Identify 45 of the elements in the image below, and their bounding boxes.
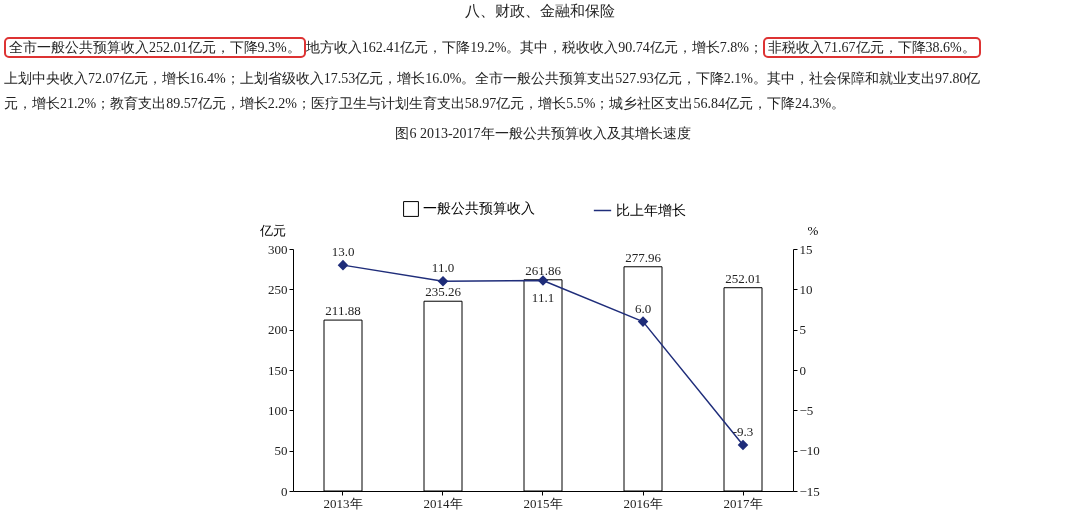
point	[538, 275, 548, 286]
y2-axis-title: %	[807, 223, 819, 238]
y-tick-label: 100	[268, 402, 288, 418]
y2-tick-label: −5	[799, 402, 814, 418]
data-label: 211.88	[325, 303, 361, 319]
point	[638, 316, 648, 327]
data-label: 261.86	[525, 262, 562, 278]
y2-tick-label: 5	[799, 322, 806, 338]
y2-tick-label: 10	[799, 281, 813, 297]
y-tick-label: 300	[268, 241, 288, 257]
data-label: 13.0	[331, 244, 355, 260]
point	[338, 260, 348, 271]
y-tick-label: 200	[268, 322, 288, 338]
x-tick-label: 2016年	[623, 495, 663, 511]
text: 八、财政、金融和保险	[464, 2, 616, 21]
x-tick-label: 2013年	[323, 495, 363, 511]
legend-label: 一般公共预算收入	[423, 201, 535, 216]
x-tick-label: 2014年	[423, 495, 463, 511]
rounded-frame: 全市一般公共预算收入252.01亿元，下降9.3%。	[4, 37, 306, 58]
data-label: 6.0	[634, 300, 652, 316]
y2-tick-label: 0	[799, 362, 806, 378]
x-tick-label: 2015年	[523, 495, 563, 511]
data-label: 11.1	[531, 290, 555, 306]
data-label: -9.3	[732, 424, 754, 440]
chart-title: 图6 2013-2017年一般公共预算收入及其增长速度	[395, 126, 691, 141]
x-tick-label: 2017年	[723, 495, 763, 511]
y-axis-title: 亿元	[259, 223, 286, 238]
text: 上划中央收入72.07亿元，增长16.4%；上划省级收入17.53亿元，增长16.0%。全市一般公共预算支出527.93亿元，下降2.1%。其中，社会保障和就业支出97.80亿	[4, 70, 982, 88]
data-label: 277.96	[625, 249, 662, 265]
data-label: 235.26	[425, 284, 462, 300]
text: 元，增长21.2%；教育支出89.57亿元，增长2.2%；医疗卫生与计划生育支出58.97亿元，增长5.5%；城乡社区支出56.84亿元，下降24.3%。	[4, 95, 847, 113]
y2-tick-label: −10	[799, 443, 820, 459]
text: 地方收入162.41亿元，下降19.2%。其中，税收收入90.74亿元，增长7.8%；	[305, 40, 763, 55]
y2-tick-label: −15	[799, 483, 820, 499]
y-tick-label: 0	[281, 483, 288, 499]
rounded-frame: 非税收入71.67亿元，下降38.6%。	[763, 37, 981, 58]
data-label: 11.0	[431, 260, 455, 276]
y-tick-label: 50	[274, 443, 288, 459]
y-tick-label: 250	[268, 281, 288, 297]
y2-tick-label: 15	[799, 241, 813, 257]
y-tick-label: 150	[268, 362, 288, 378]
point	[738, 440, 748, 450]
legend-label: 比上年增长	[616, 202, 686, 218]
data-label: 252.01	[725, 270, 761, 286]
point	[438, 276, 448, 287]
